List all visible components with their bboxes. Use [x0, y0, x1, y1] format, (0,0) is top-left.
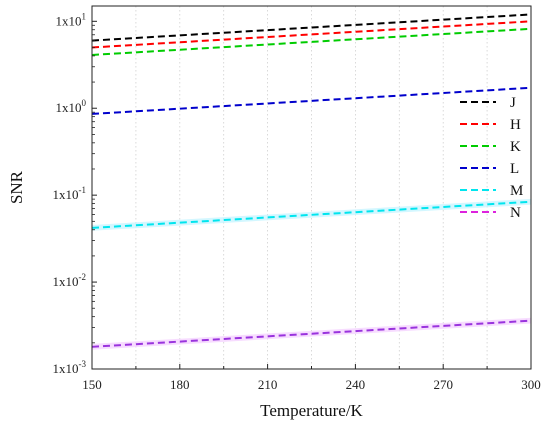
series-line-J [91, 13, 532, 42]
band-N [92, 317, 531, 350]
x-tick-label: 240 [346, 377, 366, 392]
x-tick-label: 270 [433, 377, 453, 392]
series-line-L [91, 86, 532, 115]
y-tick-label: 1x101 [56, 11, 87, 28]
y-tick-label: 1x10-3 [53, 359, 87, 376]
x-tick-label: 210 [258, 377, 278, 392]
x-tick-label: 180 [170, 377, 190, 392]
legend-label-J: J [510, 95, 516, 111]
x-axis-ticks: 150 180 210 240 270 300 [82, 364, 541, 392]
series-lines [91, 13, 532, 348]
x-tick-label: 150 [82, 377, 102, 392]
y-axis-ticks: 1x10-3 1x10-2 1x10-1 1x100 1x101 [53, 11, 97, 376]
series-line-H [91, 20, 532, 49]
uncertainty-bands [92, 198, 531, 350]
x-tick-label: 300 [521, 377, 541, 392]
series-line-N [91, 319, 532, 348]
legend-label-M: M [510, 183, 523, 199]
y-axis-title: SNR [7, 170, 26, 204]
grid-lines [135, 6, 488, 369]
legend-label-H: H [510, 117, 521, 133]
y-tick-label: 1x10-1 [53, 185, 87, 202]
y-tick-label: 1x10-2 [53, 272, 87, 289]
series-line-K [91, 27, 532, 56]
legend-label-N: N [510, 205, 521, 221]
series-line-M [91, 200, 532, 229]
x-axis-title: Temperature/K [260, 401, 363, 420]
y-tick-label: 1x100 [56, 98, 87, 115]
legend-label-K: K [510, 139, 521, 155]
band-M [92, 198, 531, 231]
legend-label-L: L [510, 161, 519, 177]
